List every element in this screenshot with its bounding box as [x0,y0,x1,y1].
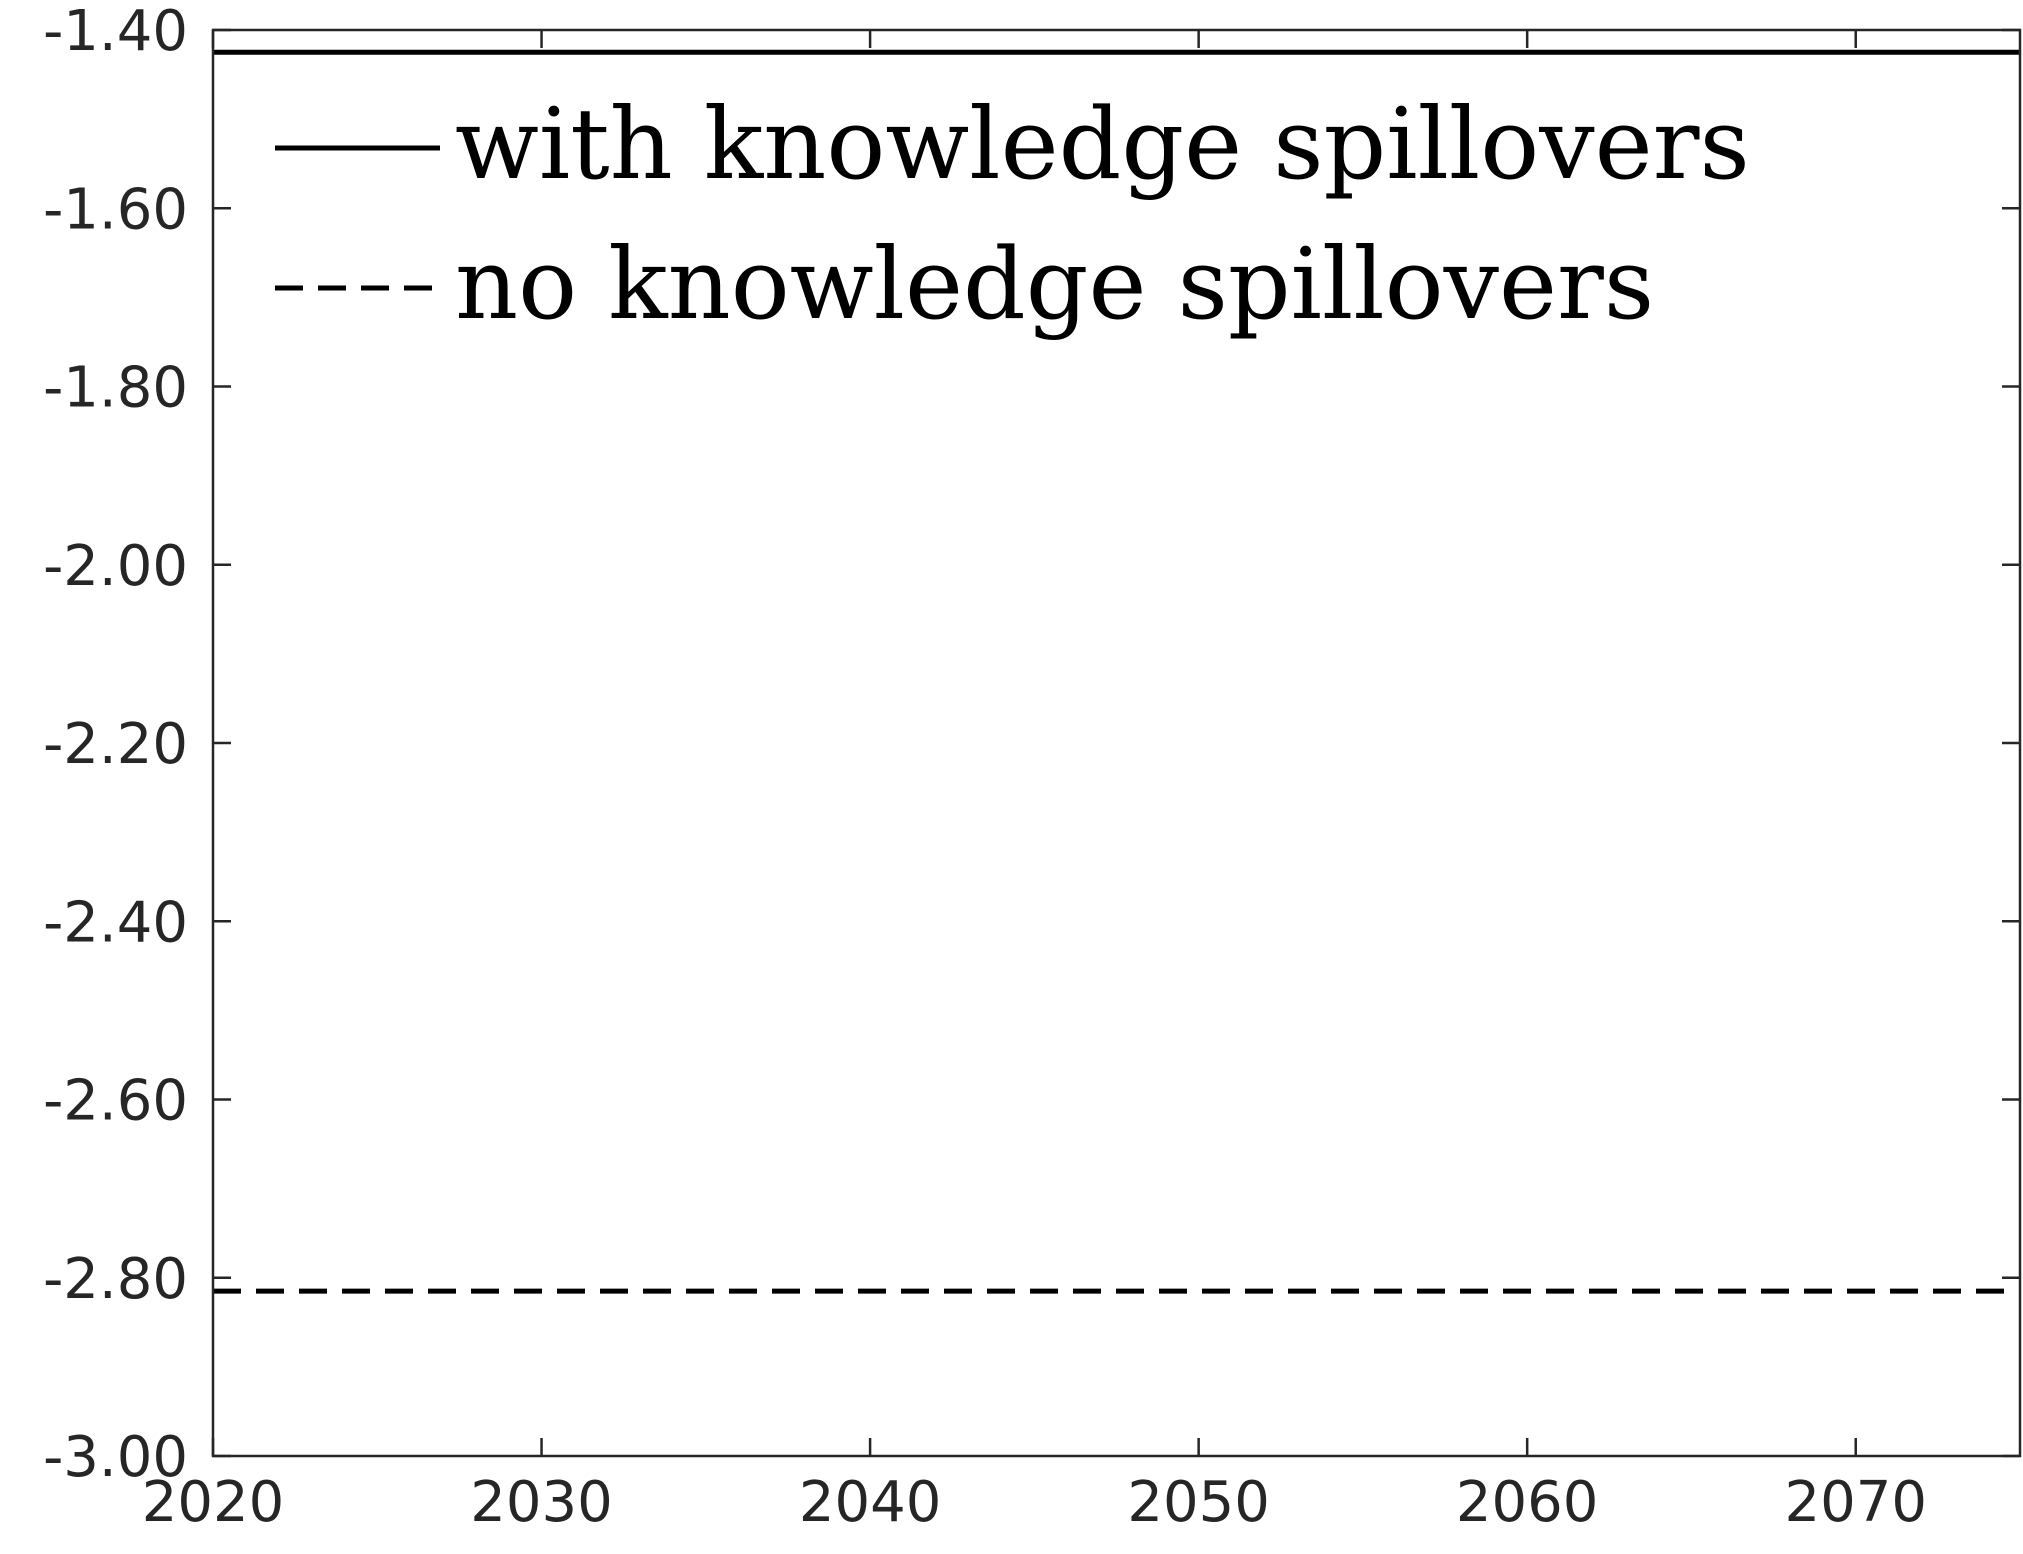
y-tick-label: -1.40 [43,0,188,64]
x-tick-label: 2060 [1456,1470,1599,1535]
data-series [213,49,2020,1294]
x-tick-label: 2020 [142,1470,285,1535]
plot-frame [211,28,2022,1458]
legend-label: with knowledge spillovers [455,88,1750,202]
y-tick-label: -2.60 [43,1069,188,1134]
x-tick-label: 2040 [799,1470,942,1535]
legend: with knowledge spillovers no knowledge sp… [275,88,1750,342]
x-tick-labels: 2020 2030 2040 2050 2060 2070 [142,1470,1927,1535]
x-tick-label: 2050 [1127,1470,1270,1535]
y-tick-label: -3.00 [43,1425,188,1490]
x-tick-label: 2070 [1784,1470,1927,1535]
y-tick-label: -1.60 [43,177,188,242]
x-tick-label: 2030 [470,1470,613,1535]
y-tick-label: -2.40 [43,890,188,955]
y-tick-labels: -1.40 -1.60 -1.80 -2.00 -2.20 -2.40 -2.60 -2.80… [43,0,188,1490]
y-tick-label: -2.80 [43,1247,188,1312]
axis-ticks [211,28,2020,1458]
plot-background [213,30,2020,1456]
legend-label: no knowledge spillovers [455,228,1654,342]
y-tick-label: -2.00 [43,534,188,599]
y-tick-label: -2.20 [43,712,188,777]
y-tick-label: -1.80 [43,356,188,421]
